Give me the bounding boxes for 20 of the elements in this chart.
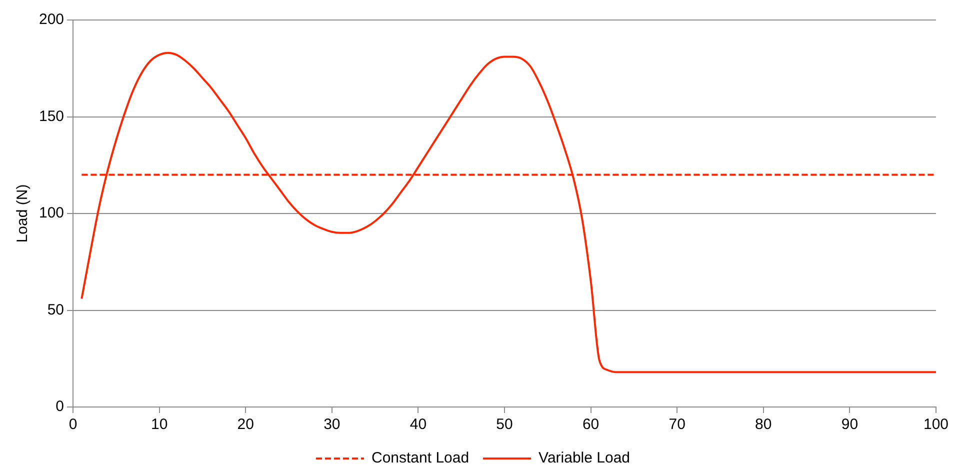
x-tick-label: 20 [237, 416, 254, 434]
x-tick-label: 30 [324, 416, 340, 434]
y-tick-label: 50 [47, 301, 64, 318]
legend-label: Variable Load [538, 450, 630, 467]
y-tick-label: 0 [56, 398, 64, 416]
x-tick-label: 70 [668, 416, 686, 434]
x-tick-label: 0 [68, 416, 78, 434]
line-series [80, 52, 936, 374]
x-tick-label: 90 [841, 416, 858, 434]
x-tick-label: 60 [582, 416, 600, 434]
x-tick-label: 10 [150, 416, 168, 434]
y-tick-label: 200 [38, 11, 64, 28]
y-tick-label: 150 [38, 108, 64, 125]
x-tick-label: 100 [923, 416, 949, 434]
y-axis-title: Load (N) [14, 184, 32, 243]
legend-label: Constant Load [371, 450, 470, 467]
x-tick-label: 40 [410, 416, 427, 434]
y-tick-label: 100 [38, 204, 64, 222]
x-tick-label: 80 [755, 416, 772, 434]
x-tick-label: 50 [496, 416, 513, 434]
